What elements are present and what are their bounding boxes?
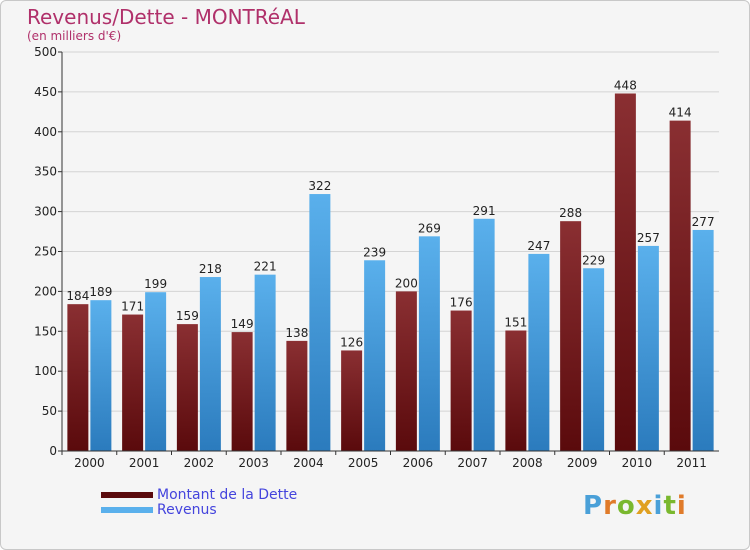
bar-debt xyxy=(450,310,472,451)
bar-revenue xyxy=(254,274,276,451)
bar-revenue xyxy=(692,229,714,451)
x-tick-label: 2009 xyxy=(567,456,598,470)
x-tick-label: 2005 xyxy=(348,456,379,470)
y-tick-label: 400 xyxy=(34,125,57,139)
y-tick-label: 100 xyxy=(34,364,57,378)
chart-title: Revenus/Dette - MONTRéAL xyxy=(27,5,305,29)
data-label: 247 xyxy=(527,239,550,253)
data-label: 176 xyxy=(450,296,473,310)
data-label: 221 xyxy=(254,260,277,274)
data-label: 171 xyxy=(121,300,144,314)
data-label: 448 xyxy=(614,78,637,92)
bar-revenue xyxy=(199,277,221,451)
logo-letter: o xyxy=(616,491,636,521)
bar-debt xyxy=(560,221,582,451)
data-label: 288 xyxy=(559,206,582,220)
bar-revenue xyxy=(473,218,495,451)
bar-revenue xyxy=(309,194,331,451)
legend-item-revenue: Revenus xyxy=(101,502,217,518)
bar-debt xyxy=(286,340,308,451)
x-tick-label: 2008 xyxy=(512,456,543,470)
logo-letter: x xyxy=(635,491,654,521)
x-tick-label: 2011 xyxy=(676,456,707,470)
data-label: 126 xyxy=(340,335,363,349)
bar-revenue xyxy=(145,292,167,451)
y-tick-label: 500 xyxy=(34,45,57,59)
data-label: 322 xyxy=(308,179,331,193)
bar-debt xyxy=(341,350,363,451)
x-tick-label: 2003 xyxy=(238,456,269,470)
data-label: 229 xyxy=(582,253,605,267)
data-label: 138 xyxy=(285,326,308,340)
bar-revenue xyxy=(528,253,550,451)
data-label: 189 xyxy=(89,285,112,299)
data-label: 200 xyxy=(395,276,418,290)
bar-debt xyxy=(67,304,89,451)
data-label: 151 xyxy=(504,316,527,330)
bar-debt xyxy=(505,330,527,451)
data-label: 184 xyxy=(66,289,89,303)
bar-debt xyxy=(669,120,691,452)
y-tick-label: 350 xyxy=(34,165,57,179)
data-label: 414 xyxy=(669,106,692,120)
x-tick-label: 2002 xyxy=(184,456,215,470)
legend-swatch-revenue xyxy=(101,507,153,513)
bar-revenue xyxy=(583,268,605,451)
bar-debt xyxy=(231,332,253,451)
legend-swatch-debt xyxy=(101,492,153,498)
legend-label-revenue: Revenus xyxy=(157,502,217,518)
bar-debt xyxy=(176,324,198,451)
y-tick-label: 300 xyxy=(34,205,57,219)
data-label: 199 xyxy=(144,277,167,291)
bar-revenue xyxy=(90,300,112,451)
data-label: 239 xyxy=(363,245,386,259)
x-tick-label: 2001 xyxy=(129,456,160,470)
y-tick-label: 200 xyxy=(34,284,57,298)
data-label: 149 xyxy=(231,317,254,331)
x-tick-label: 2000 xyxy=(74,456,105,470)
logo-letter: t xyxy=(663,491,677,521)
logo-letter: P xyxy=(583,491,604,521)
legend-item-debt: Montant de la Dette xyxy=(101,487,297,503)
bar-revenue xyxy=(364,260,386,451)
y-tick-label: 0 xyxy=(49,444,57,458)
logo-letter: r xyxy=(603,491,617,521)
data-label: 277 xyxy=(692,215,715,229)
data-label: 218 xyxy=(199,262,222,276)
bar-debt xyxy=(395,291,417,451)
x-tick-label: 2006 xyxy=(403,456,434,470)
legend-label-debt: Montant de la Dette xyxy=(157,487,298,503)
proxiti-logo: Proxiti xyxy=(583,491,687,521)
y-tick-label: 150 xyxy=(34,324,57,338)
logo-letter: i xyxy=(653,491,664,521)
y-tick-label: 450 xyxy=(34,85,57,99)
data-label: 291 xyxy=(473,204,496,218)
chart-subtitle: (en milliers d'€) xyxy=(27,29,122,43)
bar-revenue xyxy=(637,245,659,451)
bar-revenue xyxy=(418,236,440,451)
data-label: 257 xyxy=(637,231,660,245)
x-tick-label: 2010 xyxy=(622,456,653,470)
x-tick-label: 2004 xyxy=(293,456,324,470)
y-tick-label: 250 xyxy=(34,245,57,259)
data-label: 269 xyxy=(418,221,441,235)
y-tick-label: 50 xyxy=(42,404,57,418)
data-label: 159 xyxy=(176,309,199,323)
bar-debt xyxy=(614,93,636,451)
bar-debt xyxy=(122,314,144,451)
x-tick-label: 2007 xyxy=(457,456,488,470)
logo-letter: i xyxy=(676,491,687,521)
